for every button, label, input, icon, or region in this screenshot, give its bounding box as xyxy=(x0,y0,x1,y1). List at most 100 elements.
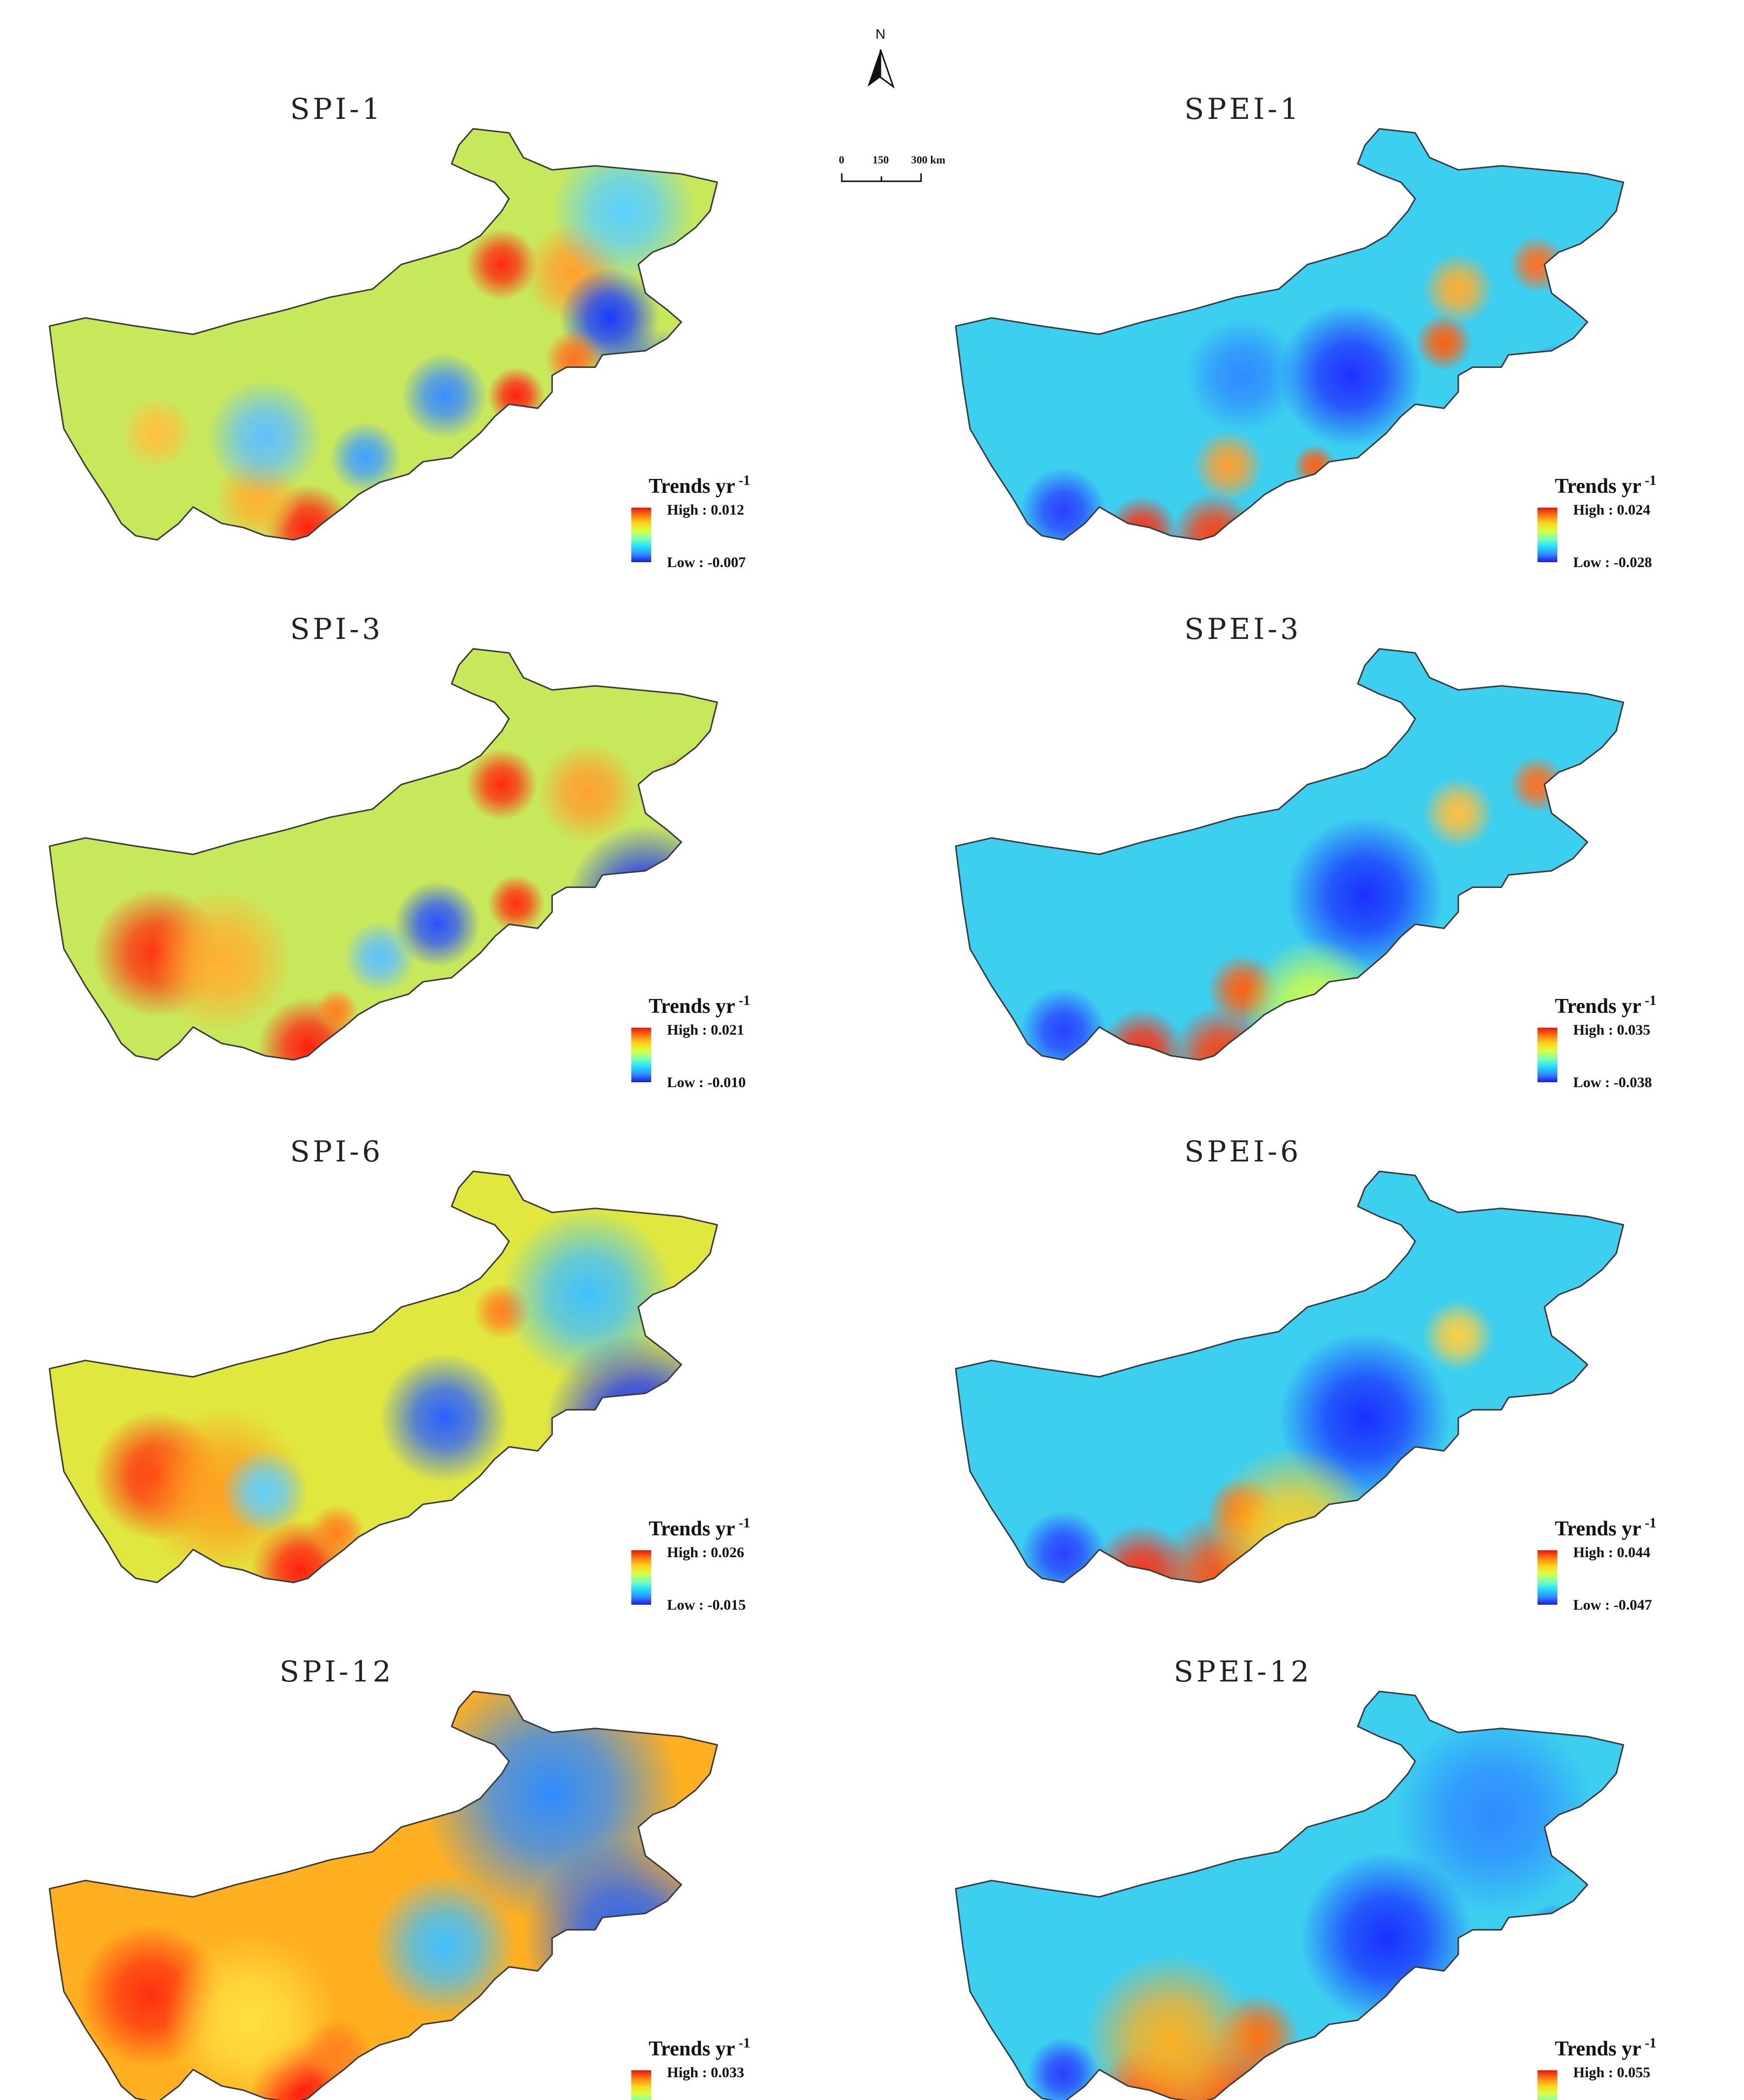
region-outline xyxy=(955,128,1624,541)
trend-anomaly xyxy=(1207,1447,1380,1582)
trend-field xyxy=(50,1691,718,2100)
trend-anomaly xyxy=(1573,338,1624,396)
legend: Trends yr -1 High : 0.012 Low : -0.007 xyxy=(631,473,750,571)
legend-ramp xyxy=(1538,1550,1557,1605)
legend-high: High : 0.024 xyxy=(1573,502,1650,518)
legend-high: High : 0.033 xyxy=(667,2064,744,2081)
legend-title: Trends yr -1 xyxy=(1555,2036,1656,2060)
region-outline xyxy=(49,128,718,541)
legend-title-superscript: -1 xyxy=(1641,1516,1656,1531)
legend-title-superscript: -1 xyxy=(1641,2036,1656,2051)
trend-anomaly xyxy=(1020,1510,1107,1582)
legend-title: Trends yr -1 xyxy=(1555,473,1656,498)
trend-anomaly xyxy=(552,139,696,283)
region-outline xyxy=(955,648,1624,1061)
trend-anomaly xyxy=(1235,1210,1322,1297)
panel-title: SPI-12 xyxy=(279,1655,394,1688)
trend-anomaly xyxy=(1020,468,1107,540)
trend-anomaly xyxy=(150,889,294,1033)
trend-anomaly xyxy=(1523,868,1595,940)
legend: Trends yr -1 High : 0.035 Low : -0.038 xyxy=(1538,993,1656,1091)
map-panels: SPI-1 Trends yr -1 High : 0.012 Low : -0.00… xyxy=(49,92,1656,2100)
scale-label-0: 0 xyxy=(839,154,844,166)
legend-low: Low : -0.038 xyxy=(1573,1074,1652,1091)
trend-anomaly xyxy=(1523,343,1595,416)
trend-anomaly xyxy=(1422,253,1494,325)
trend-field xyxy=(50,129,718,540)
legend-high: High : 0.012 xyxy=(667,502,744,518)
legend-title: Trends yr -1 xyxy=(1555,1516,1656,1540)
panel-title: SPI-6 xyxy=(290,1135,383,1168)
trend-anomaly xyxy=(1185,318,1300,433)
north-arrow-label: N xyxy=(875,26,885,42)
legend-title-superscript: -1 xyxy=(1641,473,1656,488)
trend-anomaly xyxy=(545,330,603,388)
region-outline xyxy=(49,1170,718,1583)
map-panel-spei-1: SPEI-1 Trends yr -1 High : 0.024 Low : -0.0… xyxy=(955,92,1656,571)
region-outline xyxy=(49,1690,718,2100)
trend-anomaly xyxy=(308,1504,365,1562)
trend-anomaly xyxy=(566,825,718,983)
legend-ramp xyxy=(1538,1028,1557,1082)
legend: Trends yr -1 High : 0.044 Low : -0.047 xyxy=(1538,1516,1656,1613)
legend-title-superscript: -1 xyxy=(735,473,750,488)
trend-anomaly xyxy=(1229,1723,1329,1824)
trend-anomaly xyxy=(329,421,402,494)
scale-label-300: 300 km xyxy=(911,154,945,166)
north-arrow: N xyxy=(868,26,895,89)
region-outline xyxy=(49,648,718,1061)
region-outline xyxy=(955,1690,1624,2100)
trend-anomaly xyxy=(1508,755,1566,813)
trend-anomaly xyxy=(1422,1300,1494,1372)
legend-low: Low : -0.047 xyxy=(1573,1597,1652,1613)
legend-ramp xyxy=(631,508,651,562)
legend-ramp xyxy=(1538,2070,1557,2100)
trend-anomaly xyxy=(1020,988,1107,1060)
legend-low: Low : -0.015 xyxy=(667,1597,746,1613)
legend-low: Low : -0.010 xyxy=(667,1074,746,1091)
trend-field xyxy=(956,1171,1624,1582)
trend-anomaly xyxy=(545,1333,718,1520)
trend-anomaly xyxy=(1192,430,1265,502)
trend-anomaly xyxy=(401,353,488,439)
panel-title: SPEI-6 xyxy=(1184,1135,1302,1168)
trend-anomaly xyxy=(653,241,718,313)
trend-anomaly xyxy=(1300,1852,1473,2024)
trend-anomaly xyxy=(164,1934,337,2100)
trend-anomaly xyxy=(344,921,416,993)
trend-anomaly xyxy=(380,1353,509,1483)
trend-anomaly xyxy=(1243,939,1386,1060)
legend-title-superscript: -1 xyxy=(735,1516,750,1531)
trend-anomaly xyxy=(1393,1714,1595,1915)
legend-ramp xyxy=(631,1550,651,1605)
trend-anomaly xyxy=(581,328,718,472)
trend-anomaly xyxy=(372,1874,516,2018)
legend-high: High : 0.055 xyxy=(1573,2064,1650,2081)
panel-title: SPEI-12 xyxy=(1174,1655,1312,1688)
panel-title: SPEI-3 xyxy=(1184,612,1302,646)
legend-high: High : 0.026 xyxy=(667,1544,744,1561)
legend-low: Low : -0.028 xyxy=(1573,554,1652,571)
legend-title: Trends yr -1 xyxy=(649,993,750,1018)
map-panel-spi-3: SPI-3 Trends yr -1 High : 0.021 Low : -0.01… xyxy=(49,612,750,1091)
trend-anomaly xyxy=(1415,314,1473,371)
north-arrow-icon xyxy=(868,50,880,87)
panel-title: SPI-3 xyxy=(290,612,383,646)
legend-title: Trends yr -1 xyxy=(649,1516,750,1540)
trend-anomaly xyxy=(1523,1390,1595,1463)
trend-anomaly xyxy=(121,397,193,469)
trend-anomaly xyxy=(1106,495,1179,540)
legend-high: High : 0.021 xyxy=(667,1022,744,1038)
legend-ramp xyxy=(1538,508,1557,562)
legend-high: High : 0.035 xyxy=(1573,1022,1650,1038)
trend-anomaly xyxy=(222,1449,308,1535)
panel-title: SPI-1 xyxy=(290,92,383,126)
map-panel-spi-6: SPI-6 Trends yr -1 High : 0.026 Low : -0.01… xyxy=(49,1135,750,1613)
trend-anomaly xyxy=(1508,235,1566,293)
legend-title: Trends yr -1 xyxy=(1555,993,1656,1018)
trend-anomaly xyxy=(466,748,538,821)
legend: Trends yr -1 High : 0.024 Low : -0.028 xyxy=(1538,473,1656,571)
